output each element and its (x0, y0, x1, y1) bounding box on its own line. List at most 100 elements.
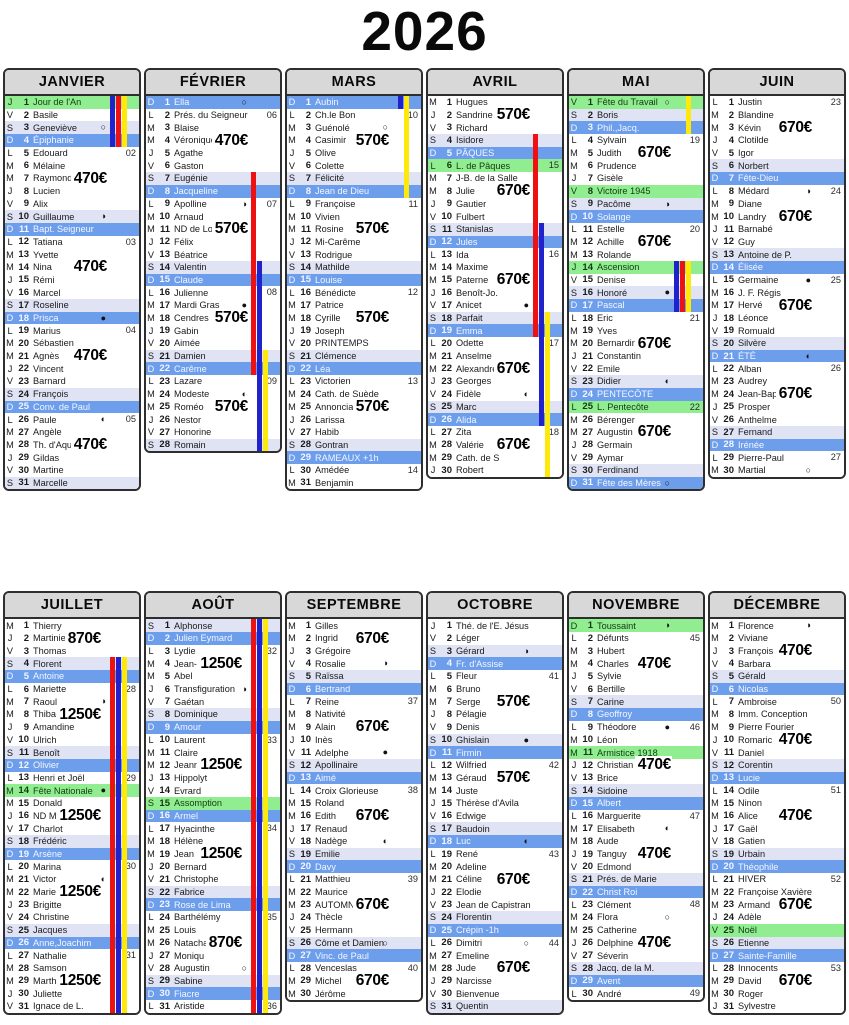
day-name: Apolline (174, 198, 207, 209)
vacation-bar-yellow (686, 261, 691, 312)
day-row: S 21 Prés. de Marie (569, 873, 703, 886)
moon-phase-icon: ● (805, 274, 811, 285)
day-number: 22 (159, 363, 170, 375)
moon-phase-icon: ◐ (382, 836, 388, 846)
day-row: M 14 Maxime (428, 260, 562, 274)
week-number: 10 (407, 109, 418, 120)
day-name: Martine (33, 465, 64, 476)
day-name: Zita (456, 427, 472, 438)
day-name: Honoré (597, 287, 628, 298)
day-row: M 12 Jeanne F 1250€ (146, 756, 280, 774)
day-row: L 9 Théodore ● 46 (569, 720, 703, 734)
day-number: 29 (582, 975, 593, 987)
day-number: 6 (587, 160, 593, 172)
day-number: 16 (582, 287, 593, 299)
day-row: L 6 L. de Pâques 15 (428, 159, 562, 173)
day-name: Christine (33, 912, 70, 923)
day-name: Ascension (597, 262, 640, 273)
day-row: J 27 Moniqu (146, 949, 280, 962)
day-name: Luc (456, 836, 471, 847)
day-number: 1 (446, 620, 452, 632)
day-letter: V (570, 684, 578, 695)
day-name: Fiacre (174, 988, 200, 999)
day-name: Casimir (315, 135, 347, 146)
day-letter: S (570, 696, 578, 707)
day-row: D 15 Louise (287, 273, 421, 287)
day-number: 21 (159, 873, 170, 885)
day-letter: M (711, 709, 719, 720)
day-name: Gabin (174, 325, 199, 336)
day-letter: S (6, 477, 14, 488)
day-row: S 29 Sabine (146, 974, 280, 988)
day-row: V 6 Colette (287, 159, 421, 173)
week-number: 31 (125, 950, 136, 961)
day-letter: M (429, 874, 437, 885)
day-number: 11 (441, 747, 452, 759)
day-number: 29 (300, 452, 311, 464)
day-name: Basile (33, 110, 59, 121)
day-row: S 26 Côme et Damien ○ (287, 936, 421, 950)
day-letter: L (571, 633, 577, 644)
day-row: L 30 Amédée 14 (287, 463, 421, 477)
price-label: 670€ (634, 423, 672, 441)
day-name: Jacqueline (174, 186, 218, 197)
day-name: PRINTEMPS (315, 338, 369, 349)
day-letter: D (570, 211, 578, 222)
day-letter: M (429, 861, 437, 872)
day-number: 1 (305, 620, 311, 632)
day-row: M 4 Jean-M. 1250€ (146, 654, 280, 672)
day-row: M 19 Yves (569, 324, 703, 338)
day-number: 12 (441, 236, 452, 248)
day-letter: S (711, 671, 719, 682)
price-label: 670€ (493, 870, 531, 888)
price-label: 470€ (70, 436, 108, 454)
day-number: 3 (23, 645, 29, 657)
day-letter: L (430, 160, 436, 171)
day-name: Gérard (456, 646, 485, 657)
day-row: L 12 Wilfried 42 (428, 758, 562, 772)
day-row: V 27 Habib (287, 425, 421, 439)
day-letter: J (7, 810, 13, 821)
day-number: 13 (582, 772, 593, 784)
day-letter: S (288, 262, 296, 273)
day-row: V 17 Charlot (5, 822, 139, 835)
day-letter: M (570, 747, 578, 758)
day-row: M 25 Louis (146, 923, 280, 937)
day-letter: D (288, 97, 296, 108)
day-row: D 7 Fête-Dieu (710, 172, 844, 185)
day-number: 26 (18, 414, 29, 426)
day-name: Denise (597, 274, 626, 285)
day-number: 6 (446, 683, 452, 695)
day-row: J 15 Rémi (5, 273, 139, 287)
day-row: D 8 Geoffroy (569, 708, 703, 721)
day-letter: S (570, 376, 578, 387)
day-name: Annonciation (315, 401, 369, 412)
moon-phase-icon: ● (664, 287, 670, 298)
day-letter: J (571, 262, 577, 273)
day-number: 6 (305, 160, 311, 172)
day-number: 5 (446, 670, 452, 682)
day-number: 2 (23, 632, 29, 644)
day-number: 25 (300, 401, 311, 413)
day-row: D 26 Anne,Joachim (5, 936, 139, 950)
day-row: L 14 Croix Glorieuse 38 (287, 784, 421, 797)
day-row: S 18 Parfait (428, 311, 562, 325)
day-letter: S (288, 760, 296, 771)
day-name: Valérie (456, 439, 484, 450)
day-number: 24 (582, 388, 593, 400)
day-row: M 17 Mardi Gras ● (146, 299, 280, 312)
day-number: 24 (723, 911, 734, 923)
day-name: Ghislain (456, 734, 490, 745)
day-letter: L (289, 287, 295, 298)
day-name: Maxime (456, 262, 489, 273)
day-letter: M (147, 658, 155, 669)
day-number: 8 (728, 185, 734, 197)
day-name: Croix Glorieuse (315, 785, 379, 796)
day-row: S 23 Didier ◐ (569, 375, 703, 388)
day-number: 28 (300, 439, 311, 451)
day-number: 16 (723, 810, 734, 822)
day-row: M 8 Thibault 1250€ (5, 705, 139, 723)
day-letter: M (711, 899, 719, 910)
day-number: 19 (18, 848, 29, 860)
day-letter: M (711, 287, 719, 298)
